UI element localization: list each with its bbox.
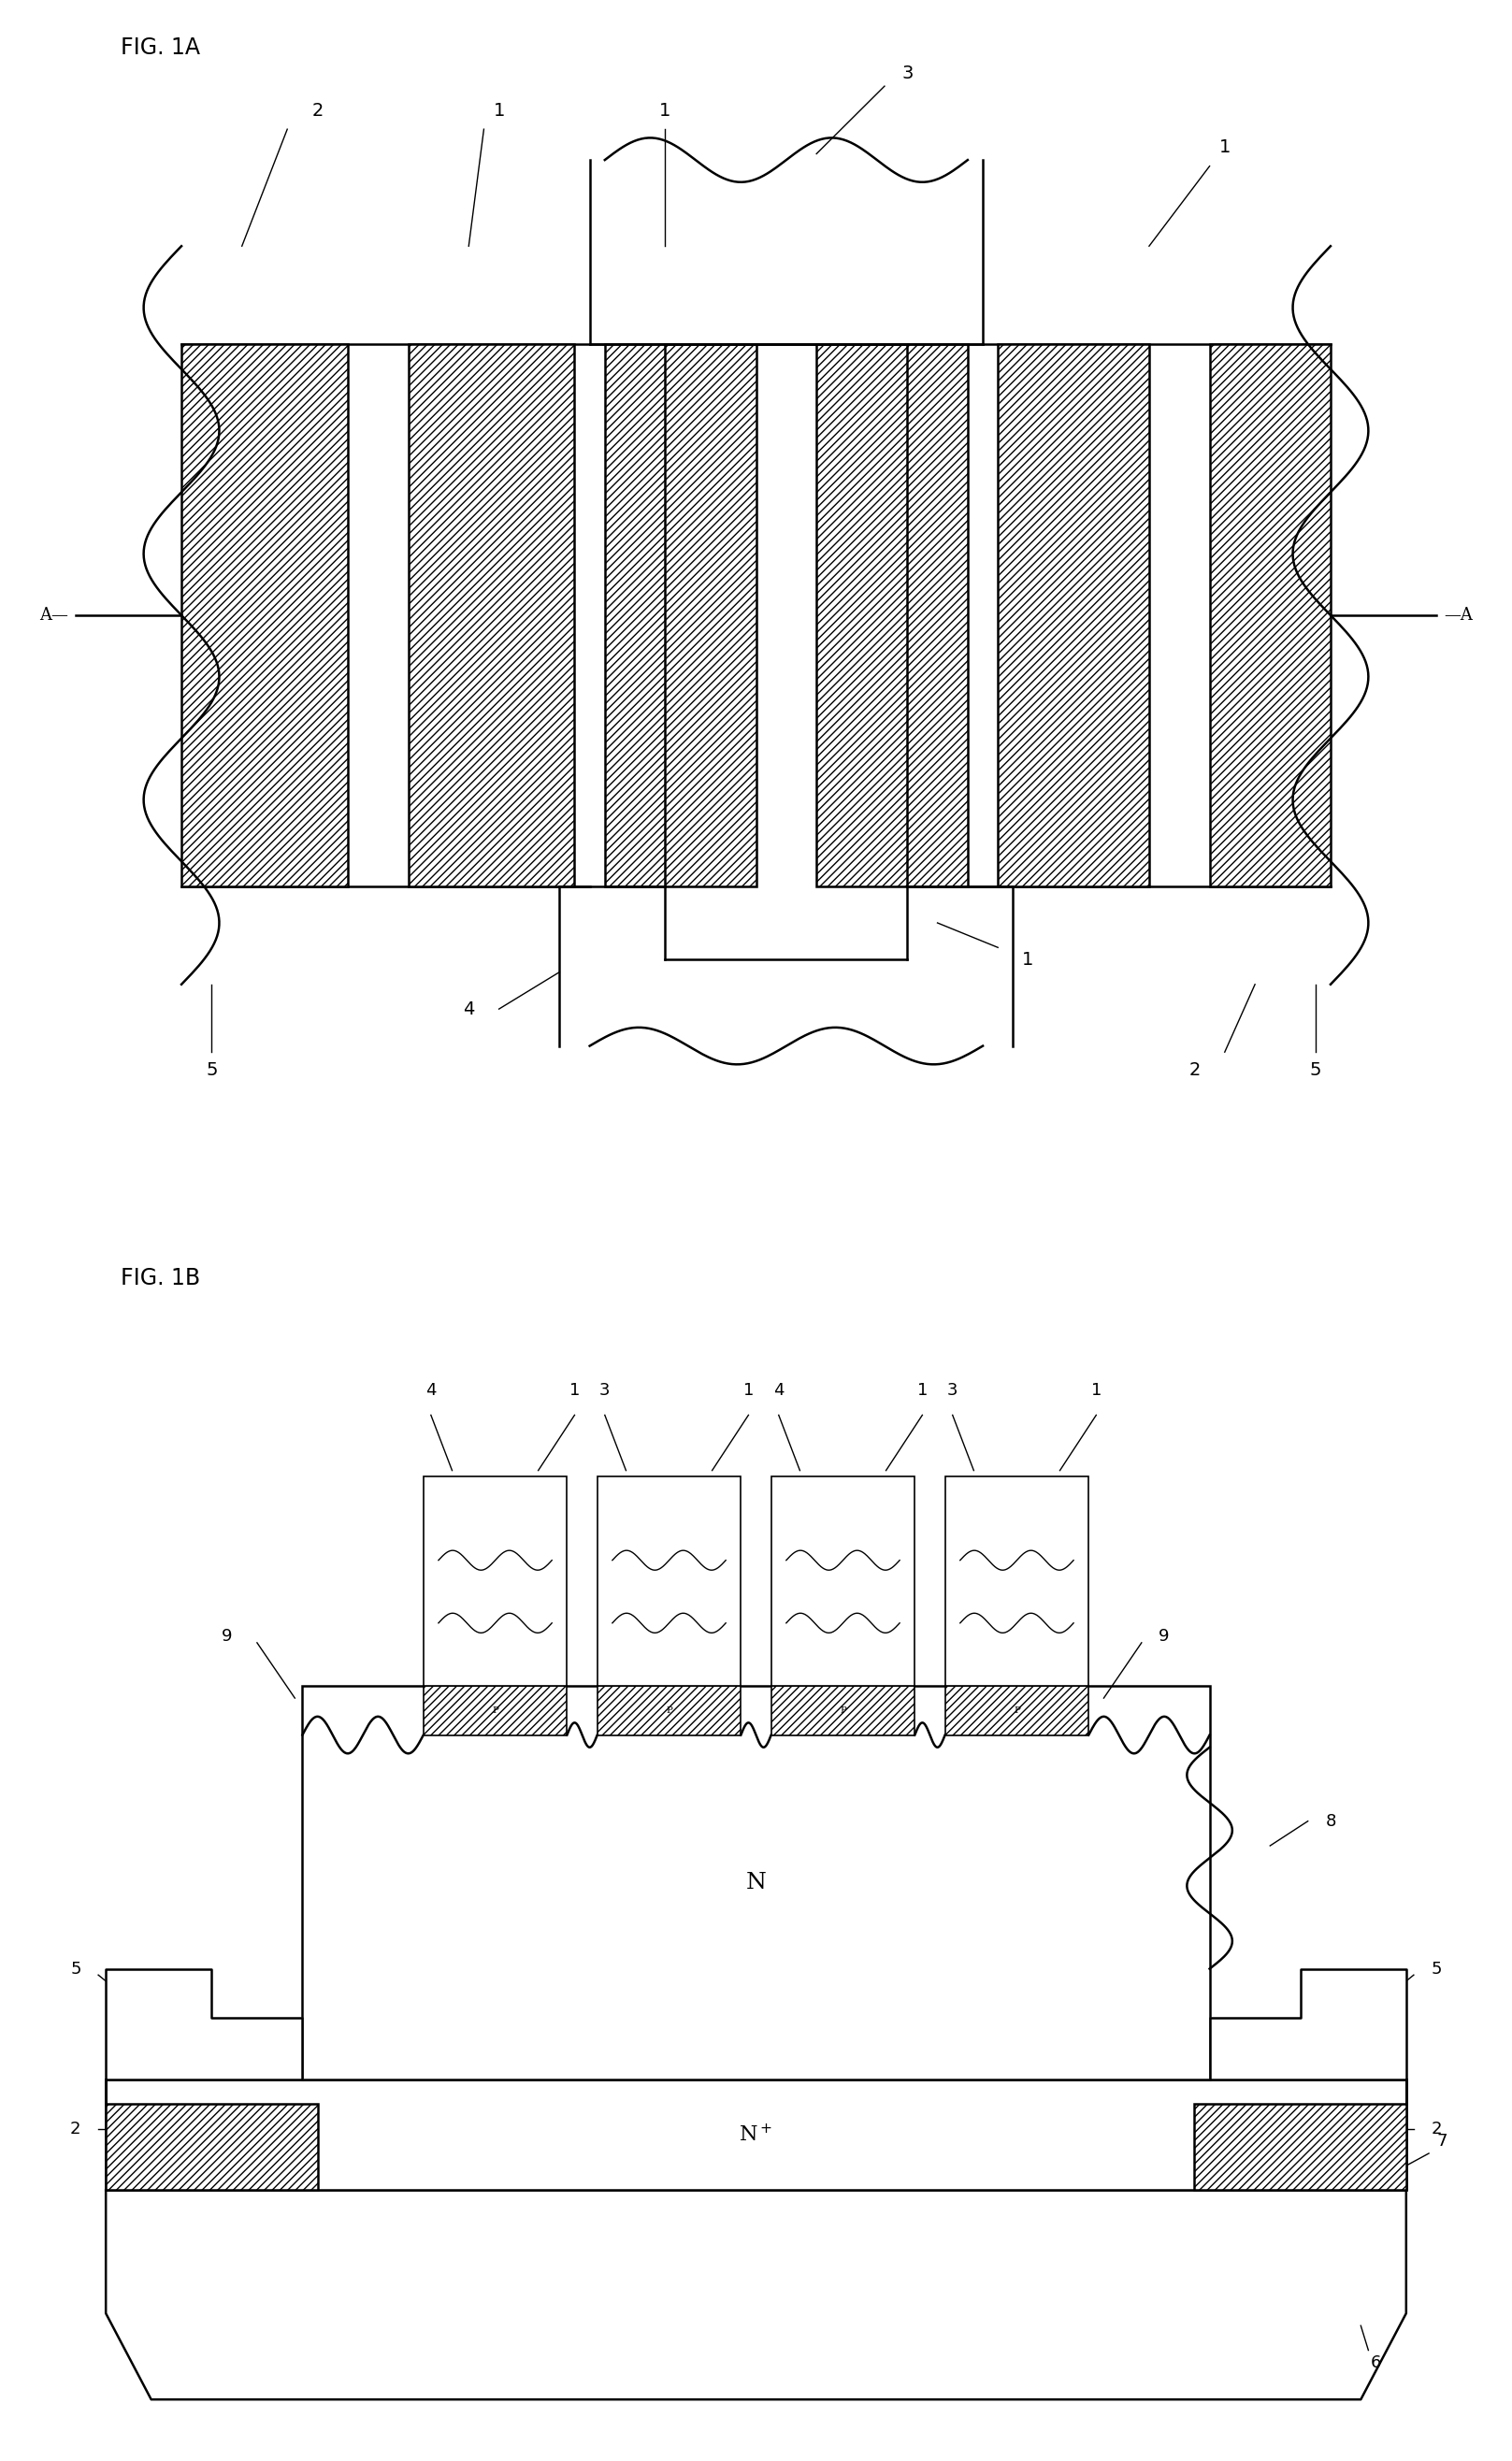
Text: P: P [665, 1705, 673, 1715]
Text: 1: 1 [1022, 950, 1034, 970]
Bar [771, 1686, 915, 1735]
Text: —A: —A [1444, 608, 1473, 623]
Bar [423, 1477, 567, 1686]
Text: 8: 8 [1325, 1814, 1337, 1829]
Text: 2: 2 [311, 101, 324, 121]
Bar [302, 1686, 1210, 2080]
Bar [106, 2104, 318, 2190]
Bar [1210, 345, 1331, 886]
Text: 7: 7 [1436, 2134, 1447, 2148]
Text: 3: 3 [599, 1383, 611, 1398]
Text: 5: 5 [1430, 1961, 1442, 1976]
Bar [106, 2080, 1406, 2190]
Text: 2: 2 [1188, 1061, 1201, 1080]
Text: 5: 5 [70, 1961, 82, 1976]
Text: 1: 1 [493, 101, 505, 121]
Text: FIG. 1A: FIG. 1A [121, 37, 201, 59]
Text: 9: 9 [221, 1629, 233, 1644]
Text: N$^+$: N$^+$ [739, 2124, 773, 2146]
Text: 3: 3 [901, 64, 913, 84]
Bar [945, 1477, 1089, 1686]
Text: 1: 1 [1219, 138, 1231, 158]
Text: 3: 3 [947, 1383, 959, 1398]
Bar [945, 1686, 1089, 1735]
Bar [181, 345, 348, 886]
Text: 5: 5 [206, 1061, 218, 1080]
Bar [597, 1477, 741, 1686]
Text: A—: A— [39, 608, 68, 623]
Text: 2: 2 [1430, 2121, 1442, 2136]
Text: 6: 6 [1370, 2355, 1382, 2370]
Bar [1194, 2104, 1406, 2190]
Bar [771, 1477, 915, 1686]
Text: P: P [491, 1705, 499, 1715]
Text: 1: 1 [742, 1383, 754, 1398]
Bar [816, 345, 968, 886]
Text: 5: 5 [1309, 1061, 1321, 1080]
Text: 4: 4 [425, 1383, 437, 1398]
Bar [605, 345, 756, 886]
Text: 4: 4 [773, 1383, 785, 1398]
Text: FIG. 1B: FIG. 1B [121, 1267, 201, 1290]
Polygon shape [106, 2190, 1406, 2399]
Bar [998, 345, 1149, 886]
Polygon shape [1210, 1969, 1406, 2104]
Text: P: P [839, 1705, 847, 1715]
Text: P: P [1013, 1705, 1021, 1715]
Text: 1: 1 [916, 1383, 928, 1398]
Text: N: N [745, 1873, 767, 1893]
Polygon shape [106, 1969, 302, 2104]
Text: 1: 1 [659, 101, 671, 121]
Text: 2: 2 [70, 2121, 82, 2136]
Text: 1: 1 [569, 1383, 581, 1398]
Bar [597, 1686, 741, 1735]
Text: 4: 4 [463, 999, 475, 1019]
Bar [408, 345, 575, 886]
Text: 9: 9 [1158, 1629, 1170, 1644]
Text: 1: 1 [1090, 1383, 1102, 1398]
Bar [423, 1686, 567, 1735]
